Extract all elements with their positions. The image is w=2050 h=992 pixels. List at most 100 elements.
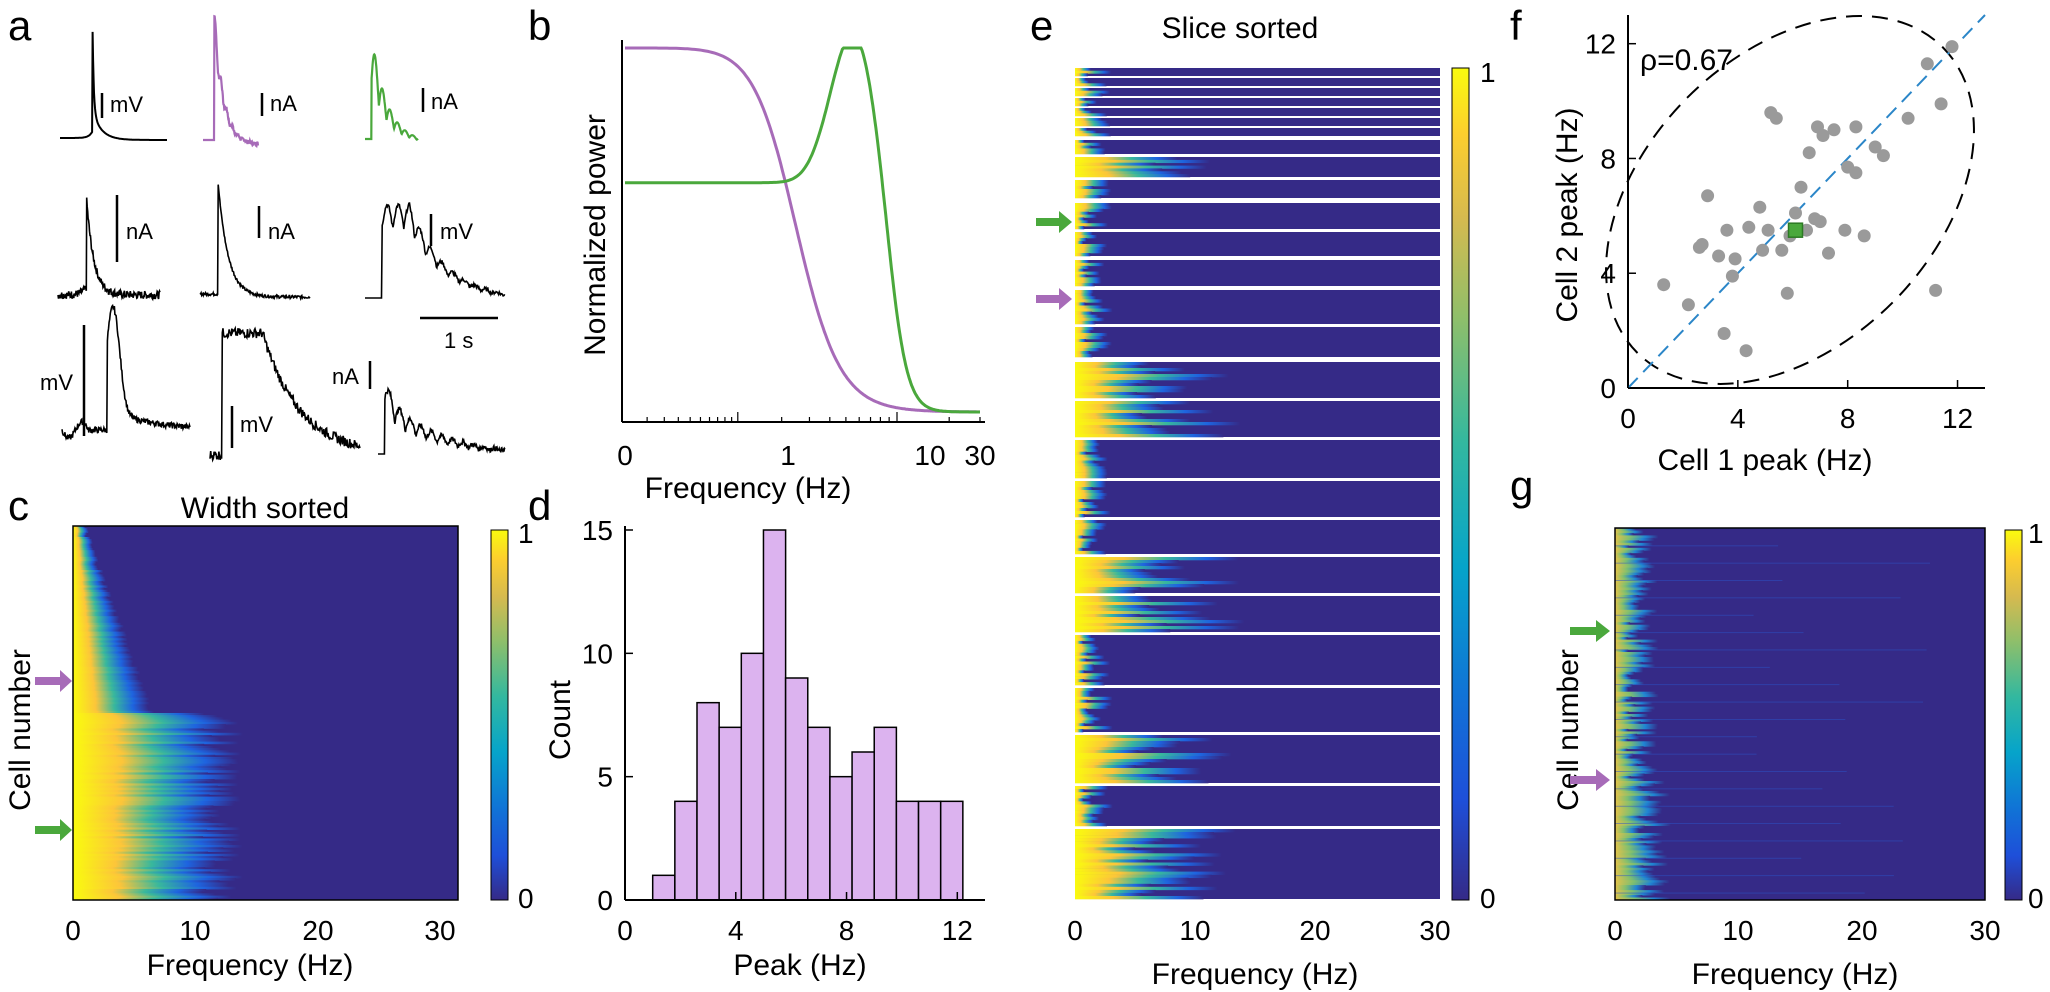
c-heatmap-row [73,631,126,635]
c-heatmap-row [73,708,149,712]
g-heatmap-border [1614,527,1986,901]
e-heatmap-row [1075,440,1098,444]
e-heatmap-row [1075,611,1203,615]
e-heatmap-row [1075,253,1091,257]
c-heatmap-row [73,820,213,824]
panel-label-b: b [528,2,551,49]
g-heatmap-row [1615,867,1655,871]
c-cbar-tick: 1 [518,518,534,549]
g-heatmap-row [1615,781,1665,784]
e-block-background [1075,260,1440,286]
c-heatmap-row [73,869,231,872]
d-xtick-label: 0 [617,915,633,946]
c-heatmap-row [73,781,208,784]
trace-na-oscillation [378,386,506,455]
c-xlabel: Frequency (Hz) [147,949,354,982]
e-heatmap-row [1075,798,1084,802]
e-block-background [1075,786,1440,826]
c-heatmap-row [73,706,149,709]
e-heatmap-row [1075,460,1095,464]
g-heatmap-row [1615,612,1653,616]
e-block-background [1075,140,1440,154]
e-slice-block [1075,596,1440,633]
g-heatmap-row [1615,818,1647,822]
d-bar [917,800,942,901]
e-heatmap-row [1075,646,1100,651]
c-heatmap-row [73,748,221,751]
c-heatmap-row [73,770,241,773]
g-heatmap-row [1615,835,1655,839]
e-heatmap-row [1075,380,1152,384]
e-heatmap-row [1075,70,1112,74]
c-heatmap-row [73,629,121,632]
e-heatmap-row [1075,171,1182,175]
c-heatmap-row [73,816,212,819]
e-heatmap-row [1075,419,1191,423]
e-heatmap-row [1075,487,1093,491]
e-heatmap-row [1075,505,1100,509]
panel-label-d: d [528,482,551,529]
c-heatmap-row [73,607,114,610]
e-heatmap-row [1075,557,1239,561]
g-heatmap-row [1615,865,1644,869]
e-heatmap-row [1075,120,1108,124]
g-heatmap-row [1615,793,1670,797]
g-heatmap-row [1615,691,1657,695]
e-heatmap-row [1075,756,1223,760]
d-bar [939,800,964,901]
g-cbar-tick: 1 [2028,518,2044,549]
c-heatmap-row [73,790,221,793]
c-heatmap-row [73,891,203,894]
g-heatmap-row [1615,642,1641,645]
e-heatmap-row [1075,162,1156,166]
e-xtick-label: 0 [1067,915,1083,946]
c-heatmap-row [73,578,106,582]
e-heatmap-row [1075,73,1088,77]
c-heatmap-row [73,594,112,597]
e-slice-block [1075,290,1440,325]
c-heatmap-row [73,598,111,602]
g-heatmap-row [1615,758,1643,762]
g-heatmap-row [1615,783,1655,787]
e-heatmap-row [1075,235,1098,239]
g-heatmap-streak [1615,823,1841,824]
d-bar [718,726,743,901]
e-heatmap-row [1075,305,1104,309]
e-heatmap-row [1075,502,1095,506]
e-heatmap-row [1075,649,1097,653]
f-point [1808,212,1822,226]
c-heatmap-rows [73,526,243,901]
e-heatmap-row [1075,189,1112,193]
g-heatmap-streak [1615,771,1847,772]
c-heatmap-row [73,682,144,685]
c-heatmap-row [73,807,207,811]
e-heatmap-row [1075,541,1093,545]
g-heatmap-row [1615,880,1670,884]
e-heatmap-row [1075,590,1136,594]
panel-f-scatter: 0 4 8 12 0 4 8 12 ρ=0.67 Cell 1 peak (Hz) Cell … [1551,14,1986,477]
e-heatmap-row [1075,186,1094,190]
e-heatmap-row [1075,871,1226,875]
f-point [1838,223,1852,237]
g-xtick-label: 0 [1607,915,1623,946]
g-heatmap-row [1615,629,1640,633]
panel-c-heatmap: 1 0 Width sorted 0 10 20 30 Frequency (H… [4,492,534,982]
g-heatmap-row [1615,788,1644,792]
g-heatmap-row [1615,592,1649,596]
e-block-background [1075,290,1440,324]
e-heatmap-row [1075,336,1104,340]
c-heatmap-row [73,574,104,577]
b-xtick-label: 0 [617,440,633,471]
e-heatmap-row [1075,822,1107,827]
c-heatmap-row [73,673,136,676]
e-heatmap-row [1075,217,1085,221]
g-heatmap-row [1615,597,1646,601]
panel-label-c: c [8,482,29,529]
d-bar [651,874,676,901]
g-heatmap-streak [1615,892,1865,894]
g-heatmap-row [1615,723,1659,727]
e-heatmap-row [1075,265,1090,269]
d-ytick-label: 15 [582,515,613,546]
e-heatmap-row [1075,345,1110,349]
g-heatmap-row [1615,699,1628,702]
